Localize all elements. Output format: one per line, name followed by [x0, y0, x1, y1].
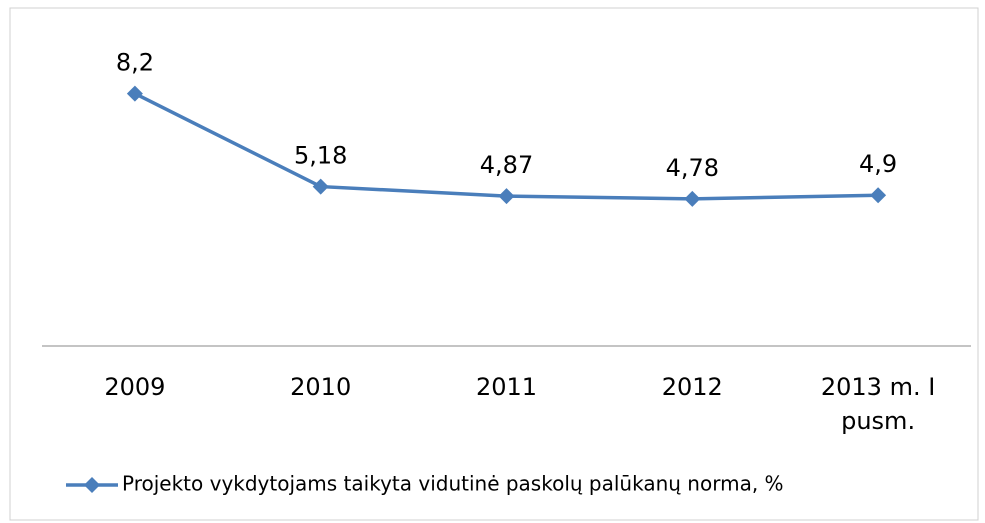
- data-label: 8,2: [116, 49, 154, 77]
- point-marker: [870, 187, 887, 204]
- point-marker: [498, 188, 515, 205]
- point-marker: [312, 178, 329, 195]
- data-label: 5,18: [294, 142, 347, 170]
- data-label: 4,78: [666, 154, 719, 182]
- legend-marker: [84, 477, 100, 493]
- point-marker: [126, 85, 143, 102]
- x-tick-label: 2010: [290, 373, 352, 401]
- data-label: 4,9: [859, 150, 897, 178]
- x-tick-label: 2012: [661, 373, 723, 401]
- x-tick-label: 2009: [104, 373, 166, 401]
- x-tick-label: 2013 m. I pusm.: [820, 373, 936, 435]
- point-marker: [684, 190, 701, 207]
- legend-label: Projekto vykdytojams taikyta vidutinė pa…: [122, 472, 784, 496]
- x-tick-label: 2011: [475, 373, 538, 401]
- data-label: 4,87: [480, 151, 533, 179]
- chart-border: [9, 7, 979, 521]
